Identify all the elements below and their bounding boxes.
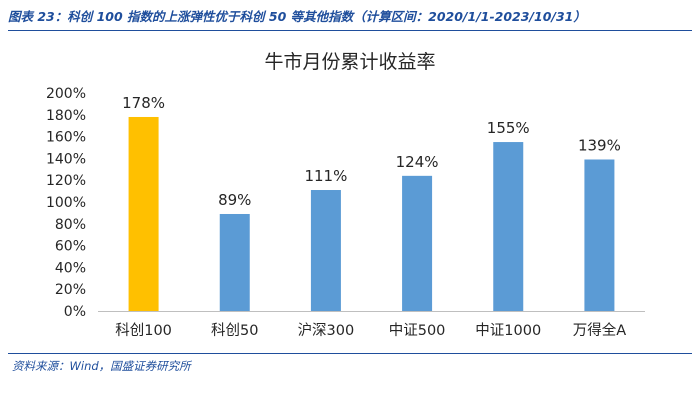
- bar: [219, 213, 250, 311]
- data-label: 111%: [304, 167, 347, 185]
- x-axis: 科创100 科创50 沪深300 中证500 中证1000 万得全A: [115, 321, 626, 339]
- y-tick-label: 160%: [46, 130, 86, 146]
- data-label: 124%: [396, 153, 439, 171]
- y-tick-label: 20%: [55, 282, 86, 298]
- y-tick-label: 200%: [46, 86, 86, 102]
- bars: [128, 116, 615, 311]
- caption-rule: [8, 30, 692, 31]
- bar: [493, 142, 524, 311]
- bar: [402, 175, 433, 311]
- y-tick-label: 80%: [55, 217, 86, 233]
- y-tick-label: 180%: [46, 108, 86, 124]
- figure-caption: 图表 23：科创 100 指数的上涨弹性优于科创 50 等其他指数（计算区间：2…: [8, 9, 586, 24]
- bar: [310, 190, 341, 311]
- source-note: 资料来源：Wind，国盛证券研究所: [12, 359, 191, 373]
- data-labels: 178% 89% 111% 124% 155% 139%: [122, 94, 621, 209]
- data-label: 89%: [218, 191, 251, 209]
- y-tick-label: 140%: [46, 151, 86, 167]
- data-label: 155%: [487, 119, 530, 137]
- y-axis: 0% 20% 40% 60% 80% 100% 120% 140% 160% 180% 200%: [46, 86, 86, 320]
- bar: [128, 116, 159, 311]
- category-label: 万得全A: [573, 321, 626, 339]
- data-label: 139%: [578, 136, 621, 154]
- y-tick-label: 60%: [55, 239, 86, 255]
- data-label: 178%: [122, 94, 165, 112]
- category-label: 科创50: [211, 322, 258, 339]
- y-tick-label: 40%: [55, 260, 86, 276]
- bar: [584, 159, 615, 311]
- y-tick-label: 120%: [46, 173, 86, 189]
- source-rule: [8, 353, 692, 354]
- category-label: 沪深300: [298, 322, 355, 339]
- chart-title: 牛市月份累计收益率: [264, 51, 435, 73]
- y-tick-label: 100%: [46, 195, 86, 211]
- category-label: 中证1000: [475, 322, 541, 339]
- y-tick-label: 0%: [64, 304, 86, 320]
- category-label: 科创100: [115, 322, 172, 339]
- category-label: 中证500: [389, 322, 446, 339]
